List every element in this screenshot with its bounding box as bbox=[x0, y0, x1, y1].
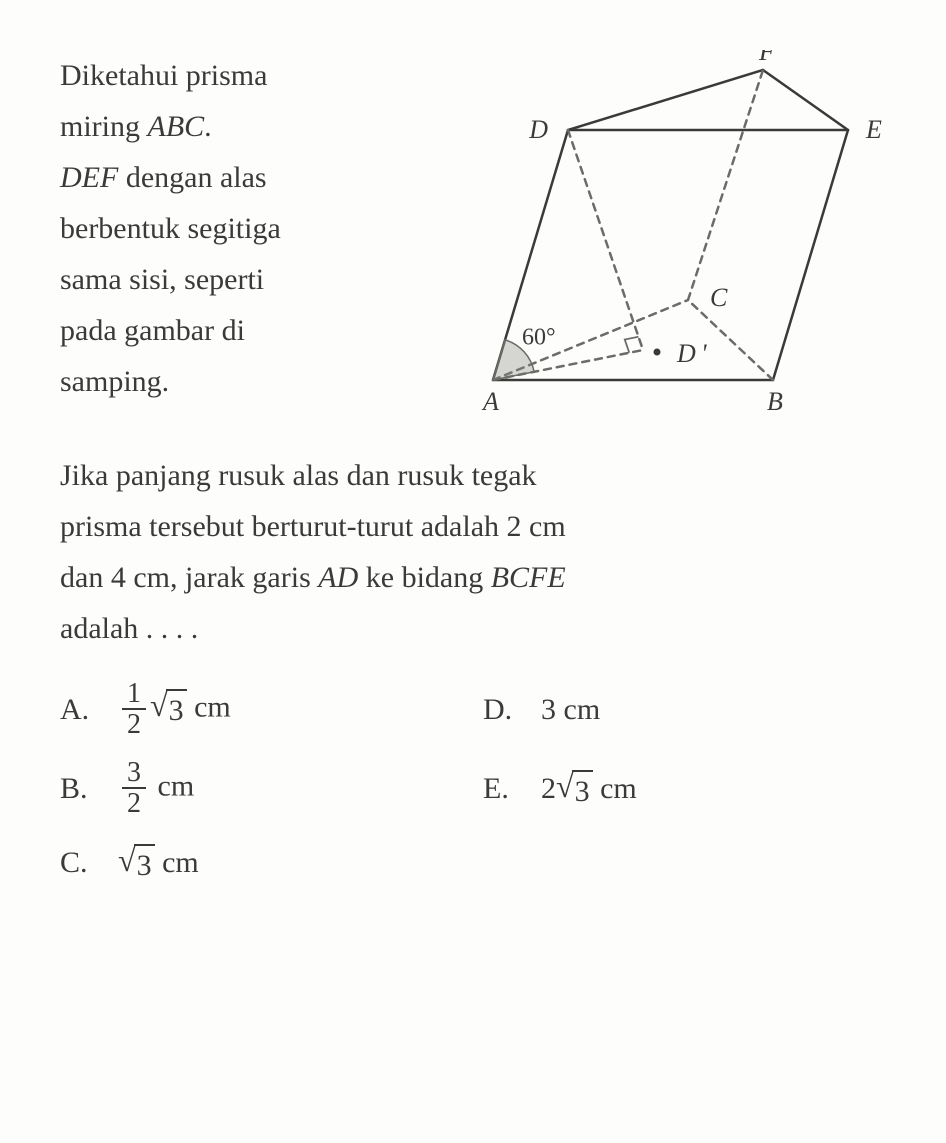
option-value: 3 2 cm bbox=[118, 758, 194, 819]
svg-text:D ': D ' bbox=[676, 339, 707, 368]
svg-text:F: F bbox=[758, 50, 776, 66]
option-letter: E. bbox=[483, 763, 523, 814]
sqrt-icon: √3 bbox=[150, 689, 187, 730]
svg-text:D: D bbox=[528, 115, 548, 144]
option-e: E. 2√3 cm bbox=[483, 758, 886, 819]
option-value: 3 cm bbox=[541, 684, 600, 735]
option-a: A. 1 2 √3 cm bbox=[60, 679, 463, 740]
intro-line: pada gambar di bbox=[60, 305, 430, 356]
option-letter: D. bbox=[483, 684, 523, 735]
fraction: 1 2 bbox=[122, 679, 146, 740]
body-line: dan 4 cm, jarak garis AD ke bidang BCFE bbox=[60, 552, 886, 603]
option-value: 2√3 cm bbox=[541, 763, 637, 814]
fraction: 3 2 bbox=[122, 758, 146, 819]
body-line: Jika panjang rusuk alas dan rusuk tegak bbox=[60, 450, 886, 501]
intro-line: sama sisi, seperti bbox=[60, 254, 430, 305]
sqrt-icon: √3 bbox=[118, 844, 155, 885]
intro-line: DEF dengan alas bbox=[60, 152, 430, 203]
svg-text:C: C bbox=[710, 283, 728, 312]
options-grid: A. 1 2 √3 cm D. 3 cm B. 3 2 cm E. 2√3 cm… bbox=[60, 679, 886, 888]
body-line: adalah . . . . bbox=[60, 603, 886, 654]
option-value: √3 cm bbox=[118, 837, 199, 888]
svg-text:E: E bbox=[865, 115, 882, 144]
option-c: C. √3 cm bbox=[60, 837, 463, 888]
option-letter: A. bbox=[60, 684, 100, 735]
option-d: D. 3 cm bbox=[483, 679, 886, 740]
prism-figure: A B C D E F D ' 60° bbox=[453, 50, 883, 420]
sqrt-icon: √3 bbox=[556, 770, 593, 811]
svg-text:60°: 60° bbox=[522, 324, 556, 350]
question-body: Jika panjang rusuk alas dan rusuk tegak … bbox=[60, 450, 886, 654]
option-value: 1 2 √3 cm bbox=[118, 679, 231, 740]
svg-text:A: A bbox=[481, 387, 499, 416]
option-letter: B. bbox=[60, 763, 100, 814]
option-letter: C. bbox=[60, 837, 100, 888]
body-line: prisma tersebut berturut-turut adalah 2 … bbox=[60, 501, 886, 552]
option-b: B. 3 2 cm bbox=[60, 758, 463, 819]
intro-line: samping. bbox=[60, 356, 430, 407]
intro-line: berbentuk segitiga bbox=[60, 203, 430, 254]
intro-paragraph: Diketahui prisma miring ABC. DEF dengan … bbox=[60, 50, 430, 407]
svg-text:B: B bbox=[767, 387, 783, 416]
intro-line: miring ABC. bbox=[60, 101, 430, 152]
intro-line: Diketahui prisma bbox=[60, 50, 430, 101]
